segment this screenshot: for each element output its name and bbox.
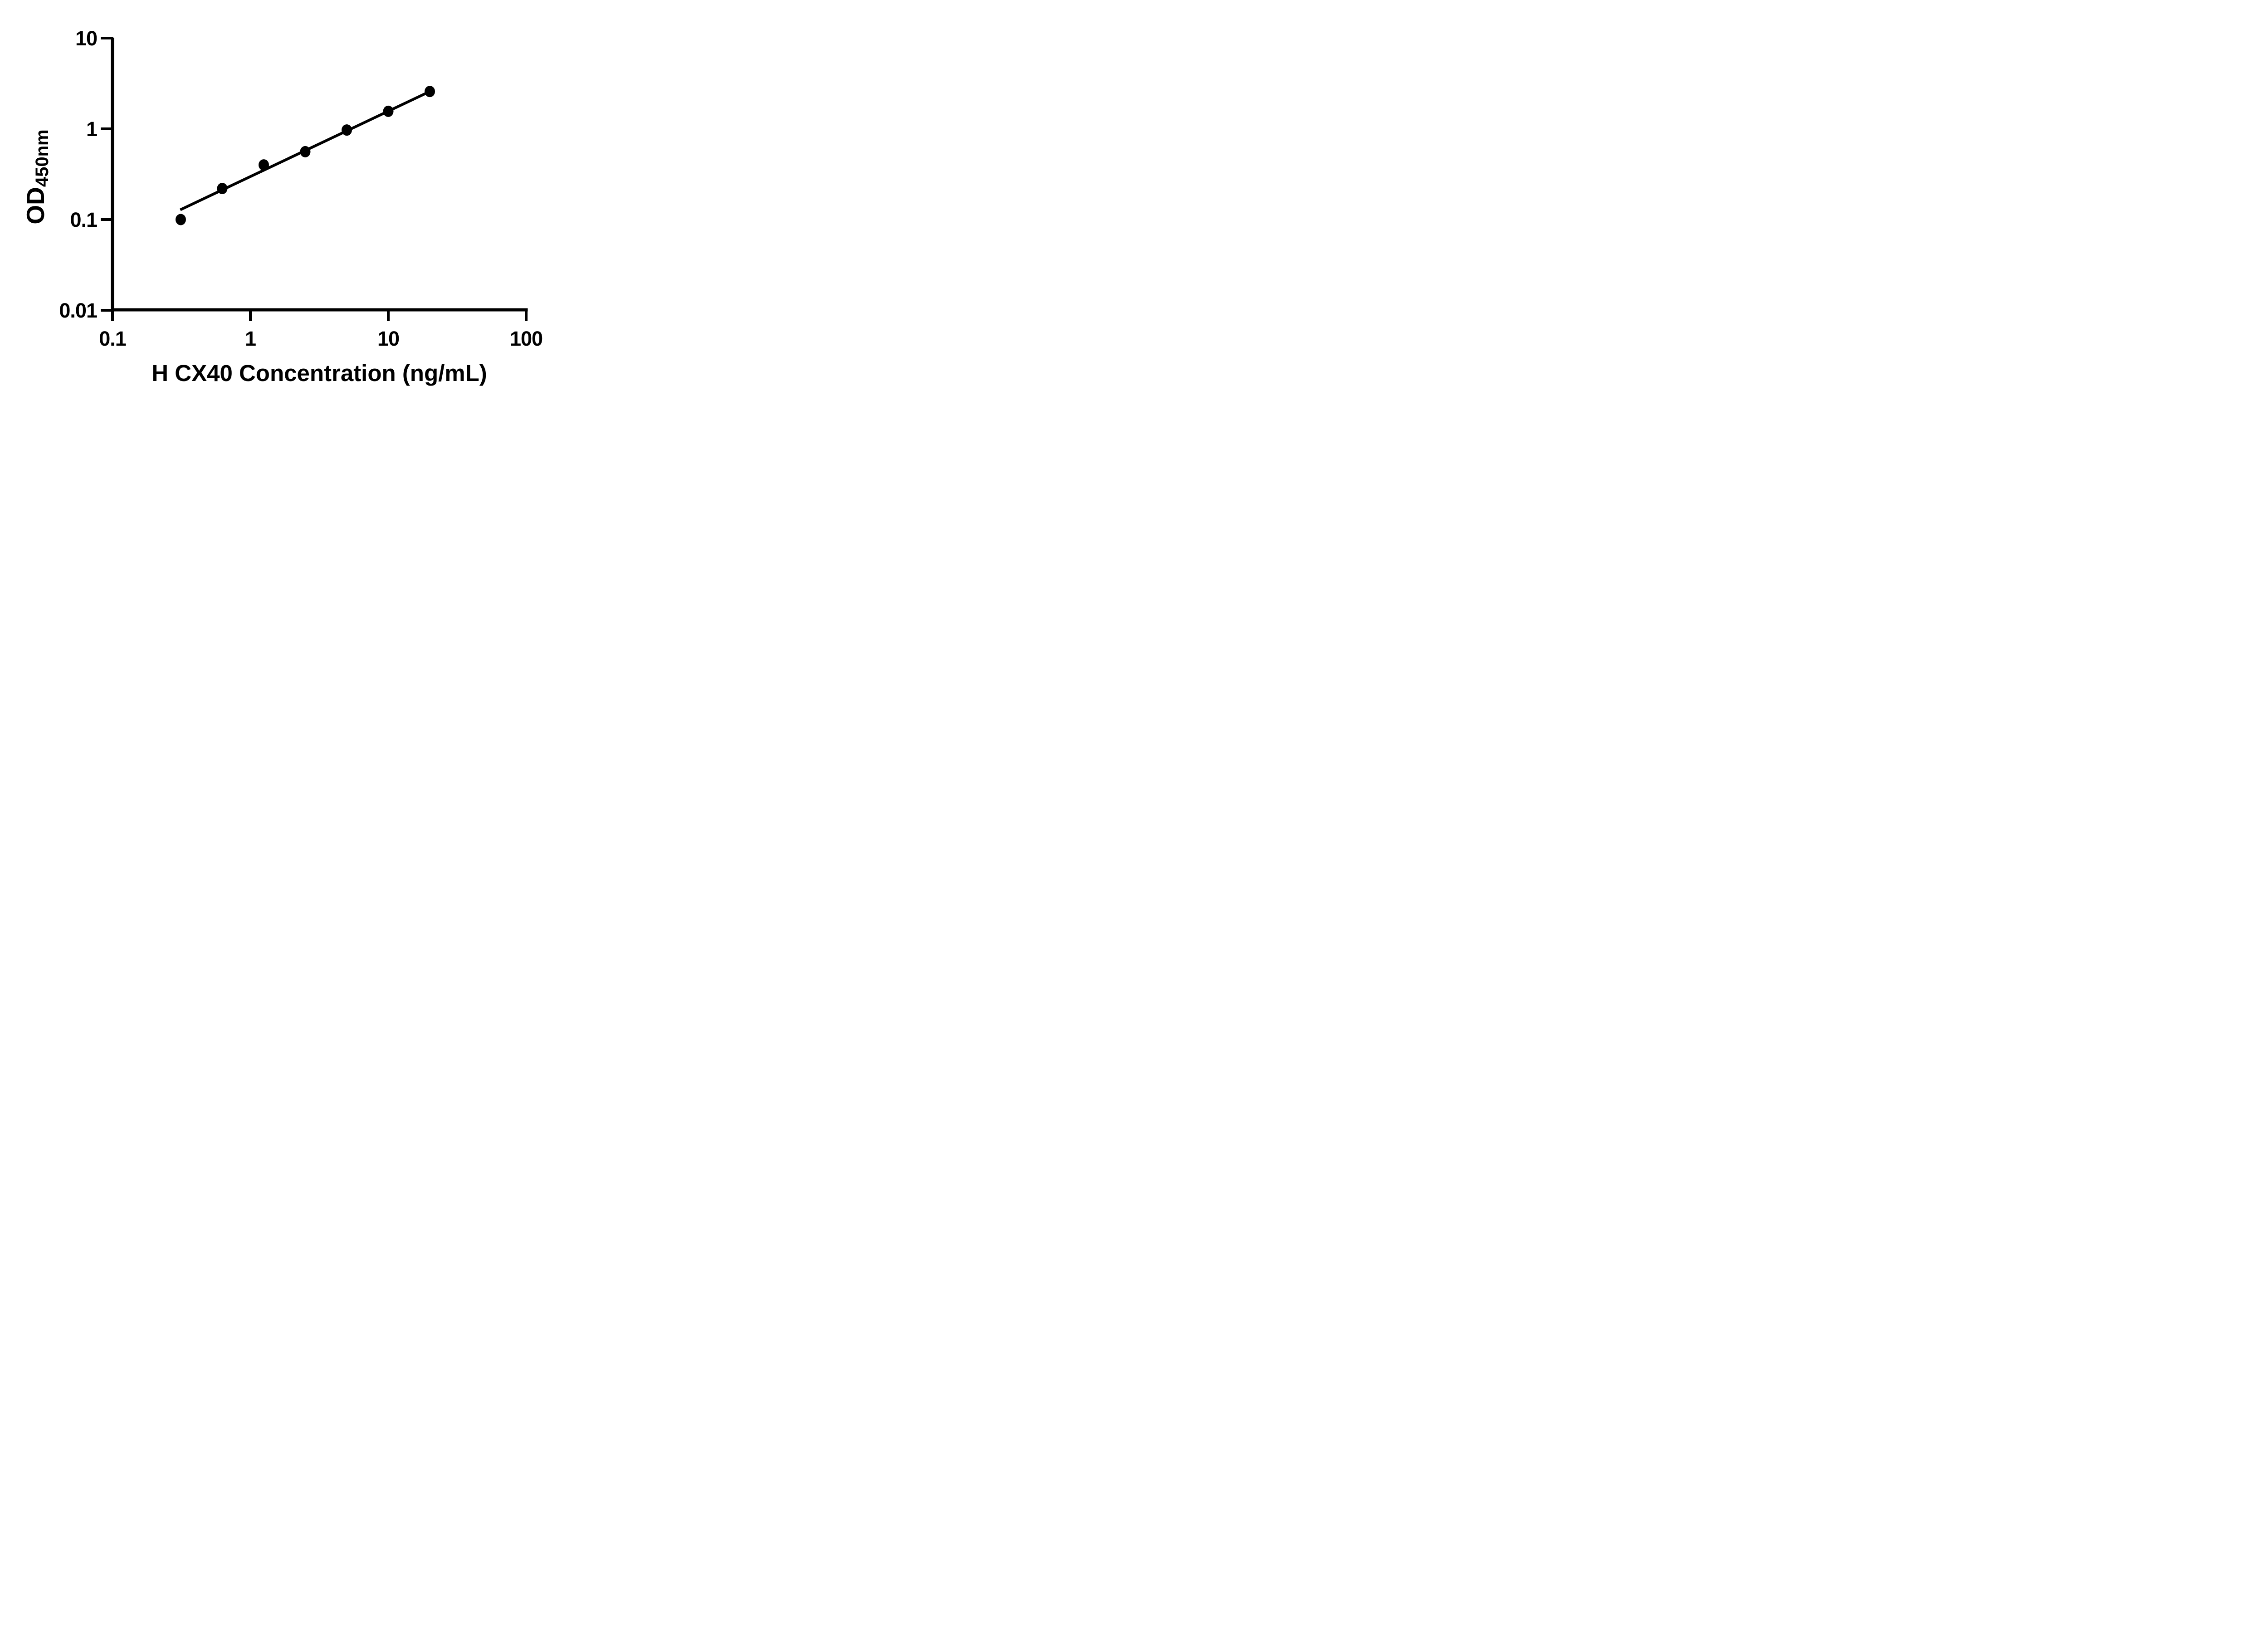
data-point <box>217 183 228 195</box>
data-series <box>175 86 435 225</box>
x-axis-ticks: 0.1 1 10 100 <box>99 309 543 350</box>
y-tick-label: 0.1 <box>70 208 97 231</box>
axes <box>111 38 528 312</box>
x-axis-title: H CX40 Concentration (ng/mL) <box>152 360 487 386</box>
y-axis-title: OD450nm <box>21 129 52 224</box>
data-point <box>300 146 311 157</box>
y-axis-title-base: OD <box>21 187 49 225</box>
data-point <box>341 124 352 136</box>
x-tick-label: 100 <box>510 327 543 350</box>
data-point <box>175 214 186 225</box>
y-tick-label: 0.01 <box>59 299 97 322</box>
elisa-standard-curve-figure: 0.1 1 10 100 0.01 0.1 1 10 H CX40 Concentratio… <box>0 0 583 408</box>
x-tick-label: 1 <box>245 327 256 350</box>
x-tick-label: 0.1 <box>99 327 126 350</box>
y-axis-title-subscript: 450nm <box>32 129 52 187</box>
x-tick-label: 10 <box>377 327 399 350</box>
y-tick-label: 10 <box>75 27 97 50</box>
data-point <box>383 105 394 117</box>
y-tick-label: 1 <box>86 117 97 141</box>
data-point <box>258 159 269 171</box>
y-axis-ticks: 0.01 0.1 1 10 <box>59 27 113 322</box>
data-point <box>425 86 435 98</box>
